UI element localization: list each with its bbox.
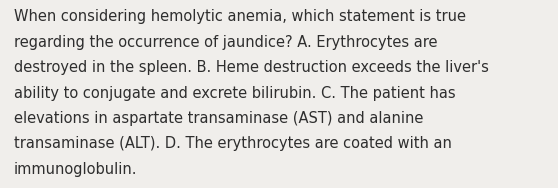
Text: destroyed in the spleen. B. Heme destruction exceeds the liver's: destroyed in the spleen. B. Heme destruc…: [14, 60, 489, 75]
Text: elevations in aspartate transaminase (AST) and alanine: elevations in aspartate transaminase (AS…: [14, 111, 424, 126]
Text: transaminase (ALT). D. The erythrocytes are coated with an: transaminase (ALT). D. The erythrocytes …: [14, 136, 452, 151]
Text: immunoglobulin.: immunoglobulin.: [14, 162, 137, 177]
Text: regarding the occurrence of jaundice? A. Erythrocytes are: regarding the occurrence of jaundice? A.…: [14, 35, 437, 50]
Text: ability to conjugate and excrete bilirubin. C. The patient has: ability to conjugate and excrete bilirub…: [14, 86, 455, 101]
Text: When considering hemolytic anemia, which statement is true: When considering hemolytic anemia, which…: [14, 9, 466, 24]
